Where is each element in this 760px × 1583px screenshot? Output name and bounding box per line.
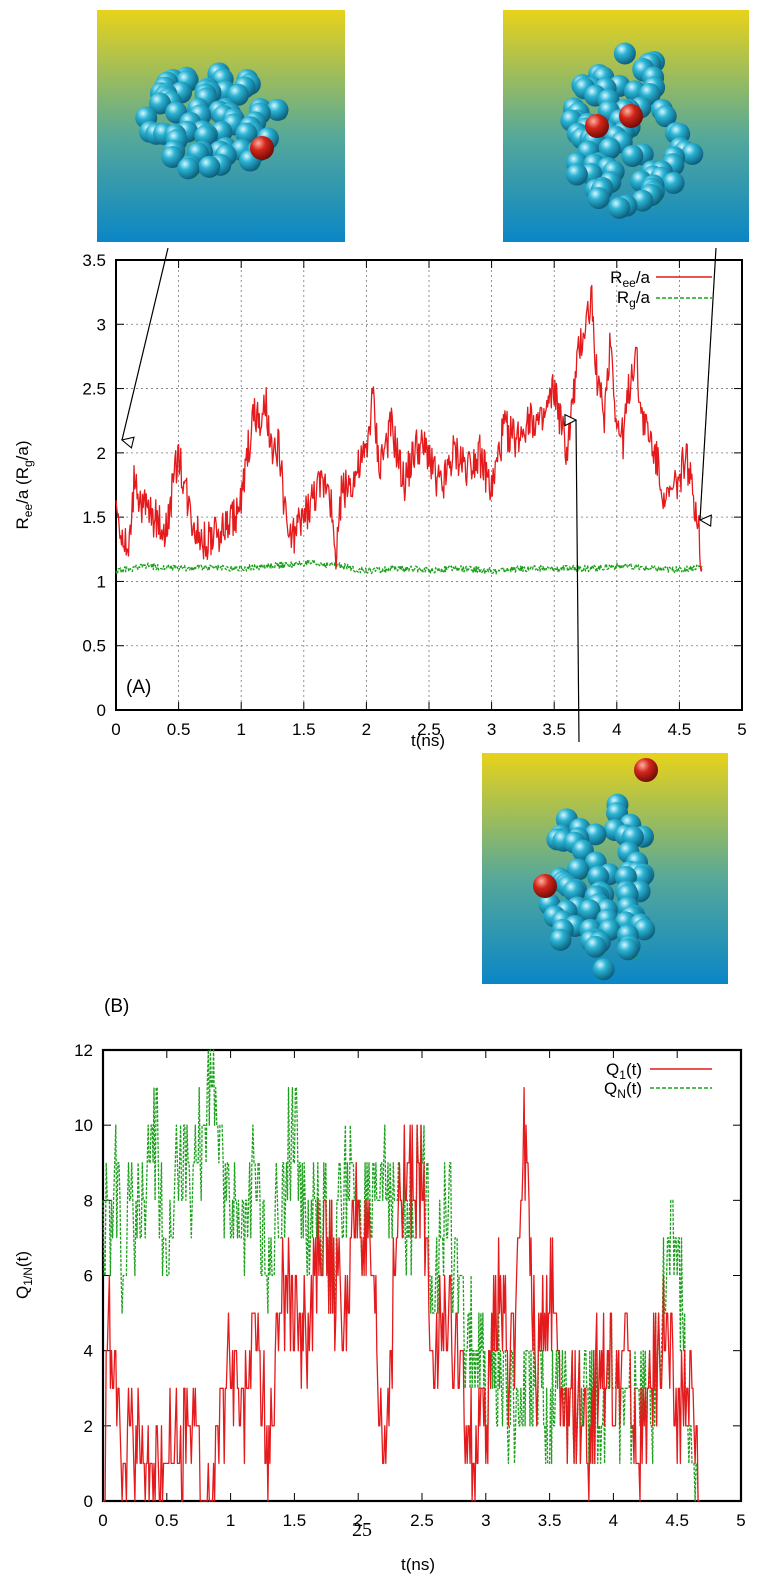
arrow-late <box>700 247 717 520</box>
panel-a-xtick-label: 2 <box>362 720 371 739</box>
panel-b-ytick-label: 8 <box>84 1191 93 1210</box>
legend-rg-label: Rg/a <box>617 288 651 310</box>
panel-a-ytick-label: 2.5 <box>82 380 106 399</box>
panel-b-ytick-label: 4 <box>84 1342 93 1361</box>
snapshot-late <box>503 10 749 242</box>
panel-a-xtick-label: 1 <box>236 720 245 739</box>
monomer <box>565 163 588 186</box>
panel-a-ytick-label: 2 <box>97 444 106 463</box>
monomer <box>662 171 685 194</box>
panel-a-xtick-label: 5 <box>737 720 746 739</box>
monomer <box>198 155 221 178</box>
panel-b-xtick-label: 2 <box>353 1511 362 1530</box>
monomer <box>584 935 607 958</box>
monomer <box>148 92 171 115</box>
panel-b-xtick-label: 0 <box>98 1511 107 1530</box>
panel-a-label: (A) <box>126 677 151 698</box>
monomer <box>562 879 585 902</box>
monomer <box>549 928 572 951</box>
panel-b-xtick-label: 1.5 <box>283 1511 307 1530</box>
snapshot-mid <box>482 753 728 984</box>
panel-b-ytick-label: 6 <box>84 1267 93 1286</box>
panel-b-xtick-label: 4 <box>609 1511 618 1530</box>
end-monomer <box>585 114 609 138</box>
panel-a-xtick-label: 0.5 <box>167 720 191 739</box>
monomer <box>613 42 636 65</box>
monomer <box>608 196 631 219</box>
panel-a-xtick-label: 0 <box>111 720 120 739</box>
monomer <box>681 142 704 165</box>
panel-b-label: (B) <box>104 996 129 1017</box>
arrow-early <box>122 247 169 440</box>
legend-ree-label: Ree/a <box>610 268 650 290</box>
panel-a-legend: Ree/a Rg/a <box>610 268 712 310</box>
monomer <box>654 105 677 128</box>
monomer <box>266 98 289 121</box>
end-monomer <box>619 104 643 128</box>
end-monomer <box>533 874 557 898</box>
series-ree <box>115 284 703 572</box>
panel-b-ytick-label: 2 <box>84 1417 93 1436</box>
monomer <box>592 958 615 981</box>
panel-b-xtick-label: 3.5 <box>538 1511 562 1530</box>
panel-a-xtick-label: 3 <box>487 720 496 739</box>
panel-a-ytick-label: 0 <box>97 701 106 720</box>
page-number: 25 <box>352 1519 372 1541</box>
panel-a-ylabel: Ree/a (Rg/a) <box>13 440 35 529</box>
panel-a-xtick-label: 1.5 <box>292 720 316 739</box>
panel-a-ytick-label: 0.5 <box>82 637 106 656</box>
panel-a-ytick-label: 3.5 <box>82 251 106 270</box>
end-monomer <box>250 136 274 160</box>
monomer <box>621 144 644 167</box>
end-monomer <box>634 758 658 782</box>
arrow-mid <box>576 420 580 743</box>
panel-b: (B) 0 0.5 1 1.5 2 2.5 3 3.5 4 4.5 5 0 2 4 6 8 10 12 t(ns… <box>13 996 746 1574</box>
monomer <box>567 858 590 881</box>
panel-a-xtick-label: 4 <box>612 720 621 739</box>
panel-b-xtick-label: 5 <box>736 1511 745 1530</box>
series-q1 <box>103 1086 701 1502</box>
panel-b-ylabel: Q1/N(t) <box>13 1251 35 1299</box>
snapshot-early <box>97 10 345 242</box>
panel-b-xtick-label: 1 <box>226 1511 235 1530</box>
panel-b-xtick-label: 3 <box>481 1511 490 1530</box>
panel-a-ytick-label: 1.5 <box>82 508 106 527</box>
panel-a-xlabel: t(ns) <box>411 731 445 750</box>
legend-qn-label: QN(t) <box>604 1079 642 1101</box>
panel-a-ytick-label: 3 <box>97 315 106 334</box>
panel-a-xtick-label: 3.5 <box>542 720 566 739</box>
legend-q1-label: Q1(t) <box>606 1060 642 1082</box>
panel-a-ytick-label: 1 <box>97 572 106 591</box>
monomer <box>161 145 184 168</box>
panel-b-xtick-label: 4.5 <box>665 1511 689 1530</box>
series-rg <box>115 559 703 575</box>
monomer <box>616 938 639 961</box>
panel-b-xtick-label: 2.5 <box>410 1511 434 1530</box>
monomer <box>177 157 200 180</box>
panel-a-xtick-label: 2.5 <box>417 720 441 739</box>
panel-a-xtick-label: 4.5 <box>668 720 692 739</box>
panel-b-ytick-label: 10 <box>74 1116 93 1135</box>
panel-b-ytick-label: 0 <box>84 1492 93 1511</box>
panel-b-legend: Q1(t) QN(t) <box>604 1060 712 1101</box>
monomer <box>584 823 607 846</box>
panel-a: 0 0.5 1 1.5 2 2.5 3 3.5 4 4.5 5 0 0.5 1 1.5 2 2.5 3 3.5 (… <box>13 247 747 750</box>
panel-b-xtick-label: 0.5 <box>155 1511 179 1530</box>
panel-b-xlabel: t(ns) <box>401 1555 435 1574</box>
panel-b-ytick-label: 12 <box>74 1041 93 1060</box>
monomer <box>578 899 601 922</box>
monomer <box>587 187 610 210</box>
